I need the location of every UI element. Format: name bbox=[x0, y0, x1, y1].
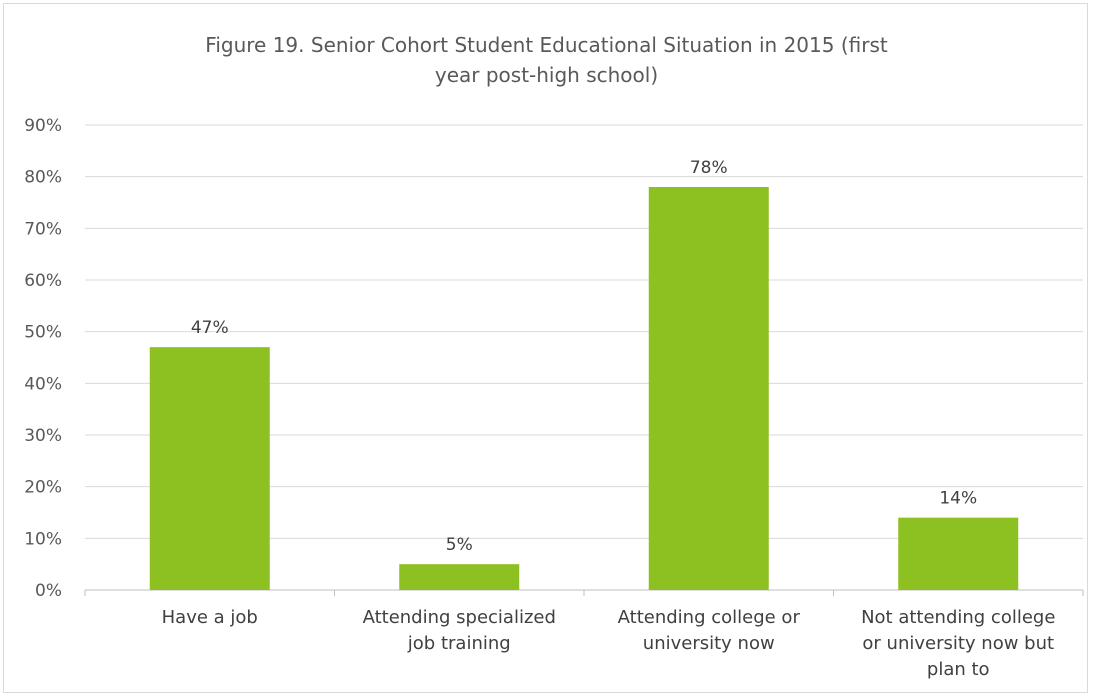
y-tick-label: 10% bbox=[24, 529, 62, 549]
y-tick-label: 20% bbox=[24, 478, 62, 498]
y-tick-label: 40% bbox=[24, 374, 62, 394]
data-label: 47% bbox=[191, 318, 229, 338]
data-label: 5% bbox=[446, 535, 473, 555]
category-label-line: Not attending college bbox=[861, 607, 1055, 628]
chart-title-line-1: Figure 19. Senior Cohort Student Educati… bbox=[205, 33, 888, 57]
category-label: Attending college or university now bbox=[618, 607, 801, 654]
chart-title: Figure 19. Senior Cohort Student Educati… bbox=[0, 30, 1093, 90]
category-label-line: job training bbox=[407, 633, 511, 654]
data-label: 14% bbox=[939, 489, 977, 509]
bar bbox=[399, 564, 520, 590]
category-label-line: Have a job bbox=[162, 607, 258, 628]
bar bbox=[149, 347, 270, 590]
category-label: Have a job bbox=[162, 607, 258, 628]
category-label: Not attending college or university now b… bbox=[861, 607, 1055, 680]
category-label-line: university now bbox=[643, 633, 775, 654]
data-label: 78% bbox=[690, 158, 728, 178]
bar bbox=[648, 187, 769, 590]
category-label: Attending specialized job training bbox=[363, 607, 556, 654]
y-tick-label: 80% bbox=[24, 168, 62, 188]
y-tick-label: 30% bbox=[24, 426, 62, 446]
y-tick-label: 90% bbox=[24, 116, 62, 136]
category-label-line: Attending specialized bbox=[363, 607, 556, 628]
y-tick-label: 0% bbox=[35, 581, 62, 601]
category-label-line: or university now but bbox=[862, 633, 1054, 654]
chart-title-line-2: year post-high school) bbox=[434, 63, 659, 87]
category-label-line: Attending college or bbox=[618, 607, 801, 628]
y-tick-label: 70% bbox=[24, 219, 62, 239]
bar bbox=[898, 517, 1019, 590]
y-tick-label: 50% bbox=[24, 323, 62, 343]
category-label-line: plan to bbox=[927, 659, 990, 680]
y-tick-label: 60% bbox=[24, 271, 62, 291]
